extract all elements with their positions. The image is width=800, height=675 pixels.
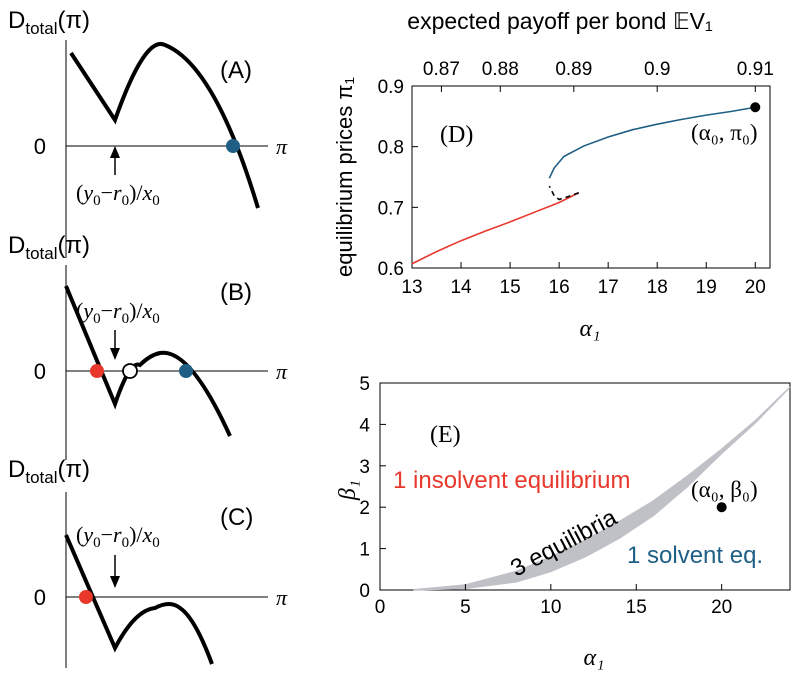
panel-c-zero: 0 bbox=[34, 585, 46, 610]
d-xtick-label: 18 bbox=[647, 277, 668, 298]
d-ytick-label: 0.7 bbox=[378, 198, 404, 219]
panel-b-arrowhead bbox=[110, 348, 120, 360]
panel-d-xlabel: α₁ bbox=[580, 316, 601, 342]
panel-c-curve bbox=[64, 534, 214, 665]
panel-b-xlabel: π bbox=[276, 359, 288, 384]
panel-a-solvent-point bbox=[226, 139, 240, 153]
panel-e-band bbox=[413, 386, 791, 591]
panel-d: expected payoff per bond 𝔼V₁ 13 14 15 16 17 1… bbox=[332, 8, 774, 342]
panel-c-ylabel: Dtotal(π) bbox=[8, 456, 90, 487]
panel-e-ylabel: β₁ bbox=[335, 480, 361, 501]
panel-c-label: (C) bbox=[220, 504, 253, 531]
panel-e-point-label: (α₀, β₀) bbox=[691, 477, 758, 502]
d-xtick-label: 15 bbox=[500, 277, 521, 298]
panel-a-ylabel: Dtotal(π) bbox=[8, 7, 90, 38]
e-parameter-point bbox=[716, 502, 727, 513]
panel-e-label: (E) bbox=[430, 422, 461, 448]
d-ytick-label: 0.8 bbox=[378, 138, 404, 159]
d-series-insolvent bbox=[411, 192, 580, 265]
panel-e-xlabel: α₁ bbox=[584, 645, 605, 671]
panel-a-zero: 0 bbox=[34, 134, 46, 159]
e-ytick-label: 5 bbox=[359, 374, 370, 395]
panel-e-frame bbox=[379, 382, 791, 591]
panel-d-title: expected payoff per bond 𝔼V₁ bbox=[407, 8, 713, 34]
d-series-unstable bbox=[548, 185, 580, 201]
panel-e-ticks: 0 5 10 15 20 0 1 2 3 4 5 bbox=[359, 374, 732, 618]
d-xtick-label: 13 bbox=[401, 277, 422, 298]
d-xtick-label: 16 bbox=[549, 277, 570, 298]
e-xtick-label: 15 bbox=[626, 597, 647, 618]
d-xtick-label: 19 bbox=[696, 277, 717, 298]
panel-a: Dtotal(π) 0 π (A) (y0−r0)/x0 bbox=[8, 7, 288, 258]
d-toptick-label: 0.87 bbox=[423, 59, 460, 80]
panel-d-ylabel: equilibrium prices π₁ bbox=[332, 77, 357, 277]
panel-b-annotation: (y0−r0)/x0 bbox=[76, 298, 160, 327]
region-solvent-label: 1 solvent eq. bbox=[627, 542, 763, 569]
e-xtick-label: 20 bbox=[711, 597, 732, 618]
panel-b-insolvent-point bbox=[90, 364, 104, 378]
panel-a-annotation: (y0−r0)/x0 bbox=[76, 180, 160, 209]
d-xtick-label: 14 bbox=[450, 277, 472, 298]
panel-b-zero: 0 bbox=[34, 359, 46, 384]
e-three-equilibria-band bbox=[413, 386, 791, 591]
d-toptick-label: 0.91 bbox=[737, 59, 774, 80]
e-ytick-label: 4 bbox=[359, 415, 370, 436]
e-ytick-label: 1 bbox=[359, 540, 370, 561]
d-toptick-label: 0.9 bbox=[644, 59, 670, 80]
d-series-solvent bbox=[548, 106, 756, 179]
d-equilibrium-point bbox=[750, 102, 761, 113]
panel-b-label: (B) bbox=[220, 279, 252, 306]
panel-c-xlabel: π bbox=[276, 585, 288, 610]
panel-d-label: (D) bbox=[440, 122, 473, 148]
panel-b-unstable-point bbox=[122, 363, 138, 379]
panel-b: Dtotal(π) 0 π (B) (y0−r0)/x0 bbox=[8, 232, 288, 460]
d-xtick-label: 20 bbox=[745, 277, 766, 298]
d-ytick-label: 0.9 bbox=[378, 77, 404, 98]
panel-a-arrowhead bbox=[110, 146, 120, 158]
e-ytick-label: 0 bbox=[359, 581, 370, 602]
e-xtick-label: 0 bbox=[375, 597, 386, 618]
panel-d-frame bbox=[411, 85, 771, 269]
panel-d-point-label: (α₀, π₀) bbox=[691, 120, 758, 145]
panel-b-solvent-point bbox=[179, 364, 193, 378]
panel-a-xlabel: π bbox=[276, 134, 288, 159]
panel-c: Dtotal(π) 0 π (C) (y0−r0)/x0 bbox=[8, 456, 288, 668]
e-ytick-label: 2 bbox=[359, 498, 370, 519]
panel-b-ylabel: Dtotal(π) bbox=[8, 232, 90, 263]
panel-c-insolvent-point bbox=[79, 590, 93, 604]
d-xtick-label: 17 bbox=[598, 277, 619, 298]
panel-a-label: (A) bbox=[220, 57, 252, 84]
d-toptick-label: 0.88 bbox=[482, 59, 519, 80]
panel-d-series bbox=[411, 102, 761, 265]
region-insolvent-label: 1 insolvent equilibrium bbox=[393, 467, 630, 494]
panel-c-arrowhead bbox=[110, 576, 120, 588]
e-xtick-label: 5 bbox=[460, 597, 471, 618]
e-ytick-label: 3 bbox=[359, 457, 370, 478]
e-xtick-label: 10 bbox=[540, 597, 561, 618]
d-toptick-label: 0.89 bbox=[555, 59, 592, 80]
panel-e: 0 5 10 15 20 0 1 2 3 4 5 (E) 1 insolvent equilibri… bbox=[335, 374, 791, 671]
panel-d-ticks: 13 14 15 16 17 18 19 20 0.6 0.7 0.8 0.9 0.87 0.88 0.89… bbox=[378, 59, 774, 298]
panel-a-curve bbox=[69, 41, 260, 209]
panel-c-annotation: (y0−r0)/x0 bbox=[76, 522, 160, 551]
d-ytick-label: 0.6 bbox=[378, 259, 404, 280]
